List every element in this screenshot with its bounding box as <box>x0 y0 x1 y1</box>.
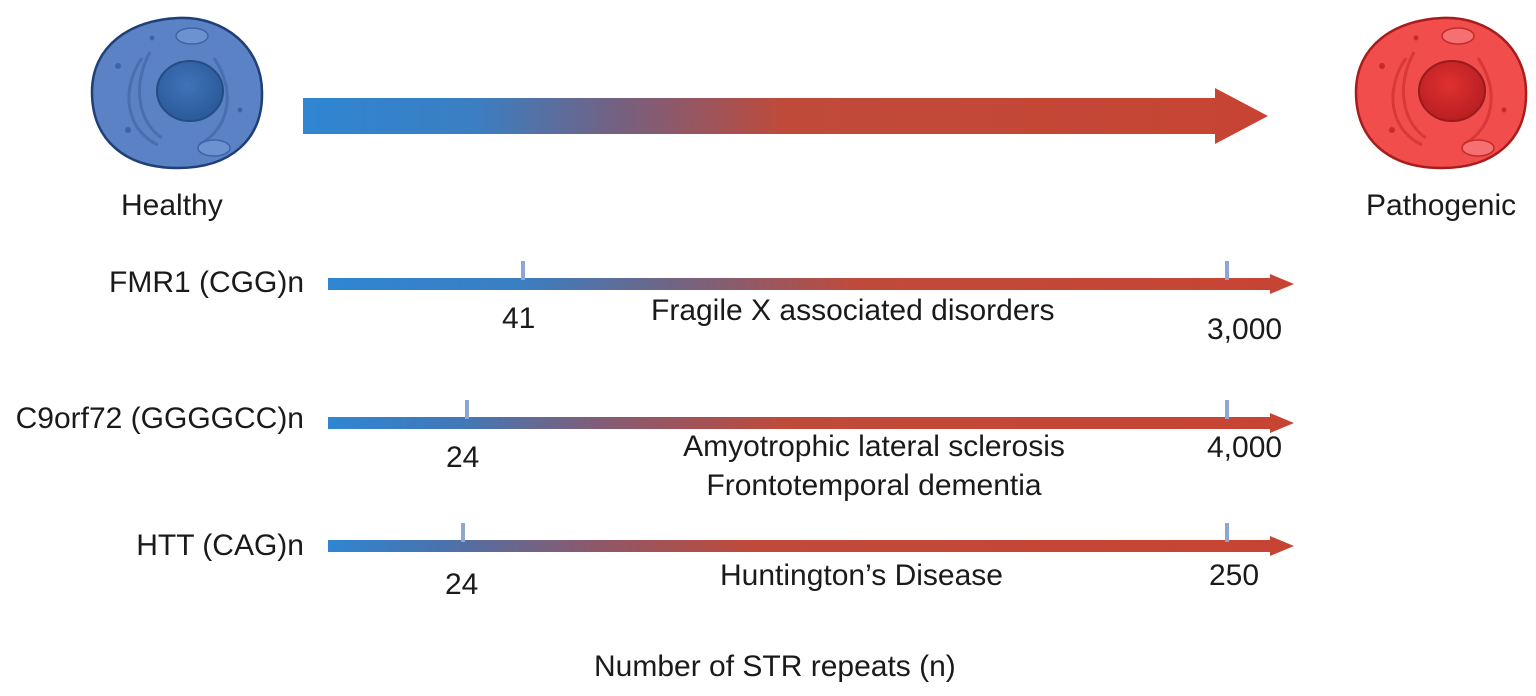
row-htt-disease: Huntington’s Disease <box>720 559 1003 592</box>
row-fmr1-high-value: 3,000 <box>1207 313 1283 346</box>
pathogenic-cell-icon <box>1354 16 1528 170</box>
axis-caption: Number of STR repeats (n) <box>594 650 956 683</box>
pathogenic-label: Pathogenic <box>1366 189 1517 222</box>
row-fmr1-low-tick <box>521 261 525 280</box>
row-fmr1-scale <box>328 261 1294 294</box>
row-c9orf72-low-value: 24 <box>446 441 480 474</box>
row-htt-high-value: 250 <box>1209 559 1260 592</box>
main-progression-arrow <box>303 88 1268 144</box>
row-fmr1-name: FMR1 (CGG)n <box>109 266 304 299</box>
row-htt-high-tick <box>1225 523 1229 542</box>
healthy-label: Healthy <box>121 189 223 222</box>
row-c9orf72-high-tick <box>1225 400 1229 419</box>
row-c9orf72-scale <box>328 400 1294 433</box>
row-fmr1-low-value: 41 <box>502 302 536 335</box>
row-fmr1-high-tick <box>1225 261 1229 280</box>
row-htt-low-value: 24 <box>445 568 479 601</box>
row-htt-name: HTT (CAG)n <box>136 529 304 562</box>
healthy-cell-icon <box>90 16 264 170</box>
row-c9orf72-name: C9orf72 (GGGGCC)n <box>15 402 304 435</box>
row-htt-arrow <box>328 536 1294 556</box>
row-c9orf72-high-value: 4,000 <box>1207 431 1283 464</box>
row-fmr1-arrow <box>328 274 1294 294</box>
row-fmr1-disease: Fragile X associated disorders <box>651 294 1055 327</box>
row-c9orf72-arrow <box>328 413 1294 433</box>
row-c9orf72-disease-2: Frontotemporal dementia <box>706 469 1042 502</box>
row-htt-scale <box>328 523 1294 556</box>
row-c9orf72-disease-1: Amyotrophic lateral sclerosis <box>683 430 1065 463</box>
row-htt-low-tick <box>461 523 465 542</box>
row-c9orf72-low-tick <box>465 400 469 419</box>
